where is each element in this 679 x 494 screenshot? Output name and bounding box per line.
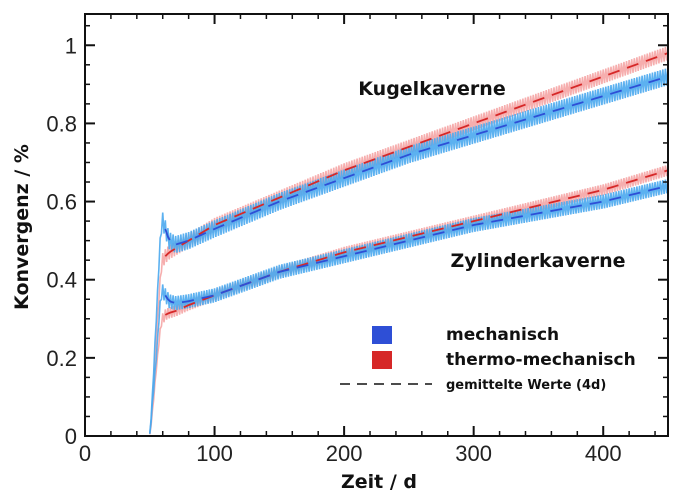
legend: mechanisch thermo-mechanisch gemittelte … — [340, 325, 636, 393]
plot-frame — [84, 13, 669, 437]
series-means — [164, 52, 669, 316]
legend-swatch-thermo-mechanisch — [372, 351, 392, 369]
band-zylinderkaverne-mechanisch — [148, 178, 669, 434]
y-axis-title: Konvergenz / % — [11, 144, 33, 310]
y-tick-label: 0.6 — [46, 190, 77, 215]
axes: 0 100 200 300 400 0 0.2 0.4 0.6 0.8 1 — [46, 13, 669, 466]
y-tick-label: 1 — [65, 33, 77, 58]
legend-swatch-mechanisch — [372, 326, 392, 344]
x-axis-title: Zeit / d — [341, 471, 417, 493]
legend-label-gemittelte-werte: gemittelte Werte (4d) — [446, 378, 606, 393]
x-tick-label: 100 — [196, 441, 233, 466]
x-tick-label: 0 — [79, 441, 91, 466]
annotation-kugelkaverne: Kugelkaverne — [358, 78, 505, 100]
annotation-zylinderkaverne: Zylinderkaverne — [450, 250, 625, 272]
series-bands — [148, 45, 669, 435]
x-tick-label: 400 — [585, 441, 622, 466]
y-tick-label: 0.8 — [46, 111, 77, 136]
legend-label-thermo-mechanisch: thermo-mechanisch — [446, 350, 636, 370]
y-tick-label: 0 — [65, 424, 77, 449]
y-tick-label: 0.4 — [46, 268, 77, 293]
mean-line-zylinderkaverne-mechanisch — [164, 185, 669, 305]
y-tick-label: 0.2 — [46, 346, 77, 371]
legend-label-mechanisch: mechanisch — [446, 325, 559, 345]
mean-line-zylinderkaverne-thermo-mechanisch — [164, 169, 669, 316]
x-tick-label: 300 — [455, 441, 492, 466]
x-tick-label: 200 — [326, 441, 363, 466]
